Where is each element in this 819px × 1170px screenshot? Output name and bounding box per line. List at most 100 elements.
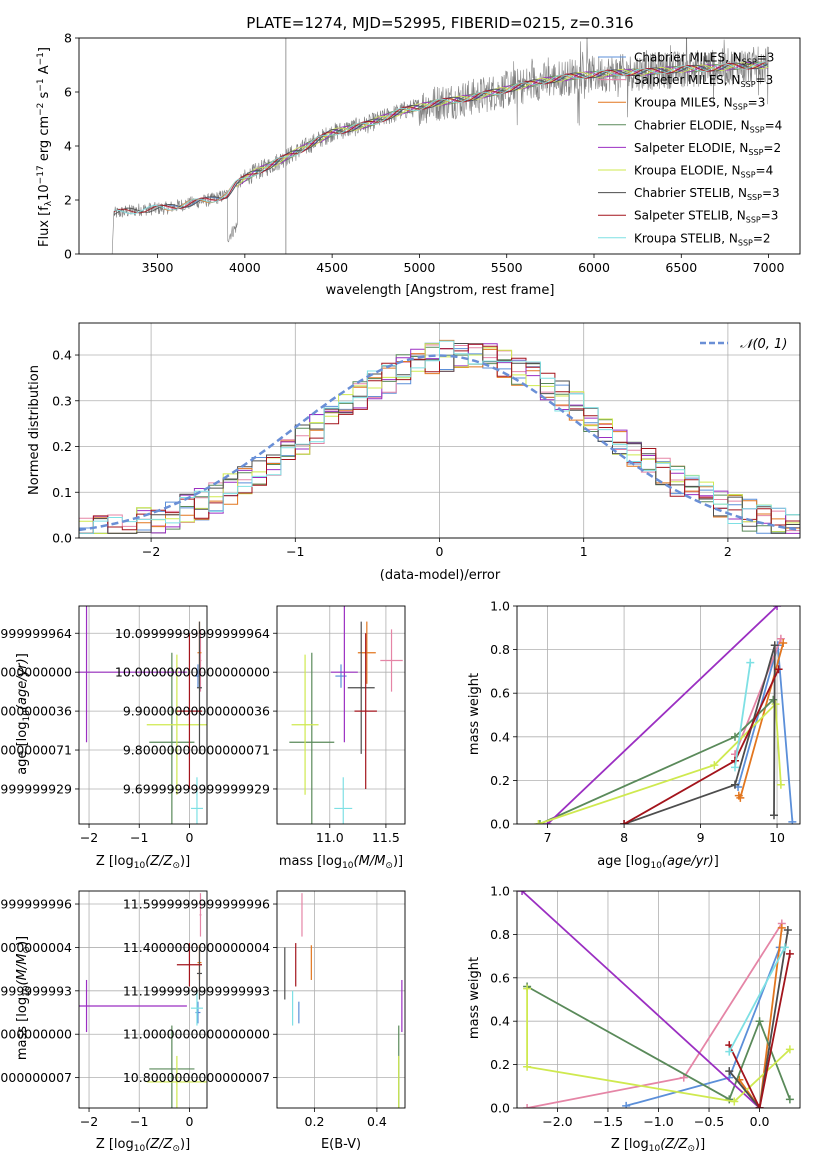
weight-line xyxy=(734,662,752,768)
y-tick-label: 0.3 xyxy=(52,393,72,408)
age-vs-metallicity-plot-area: −2 −1 0 9.69999999999999929 9.80000000000000… xyxy=(0,605,208,845)
y-tick-label: 10.00000000000000000 xyxy=(115,665,270,680)
plot-marks xyxy=(518,891,794,1108)
plot-marks xyxy=(534,606,797,824)
y-tick-label: 0.0 xyxy=(490,1101,510,1116)
weight-marker xyxy=(769,695,778,704)
y-tick-label: 0.0 xyxy=(490,817,510,832)
x-tick-label: 11.5 xyxy=(372,830,400,845)
weight-line xyxy=(734,638,782,755)
x-tick-label: 0 xyxy=(185,830,193,845)
weight-marker xyxy=(769,811,778,820)
legend-subscript: SSP xyxy=(750,125,765,134)
legend-label: Kroupa STELIB, NSSP=2 xyxy=(634,231,771,247)
weight-marker xyxy=(777,923,786,932)
axes-frame xyxy=(516,890,801,1109)
weight-marker xyxy=(746,658,755,667)
y-tick-label: 10.09999999999999964 xyxy=(0,626,72,641)
age-z-ylabel: age [log10(age/yr)] xyxy=(15,653,32,775)
x-tick-label: 4000 xyxy=(229,260,261,275)
y-tick-label: 10.09999999999999964 xyxy=(115,626,270,641)
weight-marker xyxy=(622,1101,631,1108)
histogram-xlabel: (data-model)/error xyxy=(380,568,501,583)
legend-subscript: SSP xyxy=(742,58,757,67)
histogram-step-line xyxy=(79,340,800,538)
y-tick-label: 0.4 xyxy=(490,1014,510,1029)
spectrum-title: PLATE=1274, MJD=52995, FIBERID=0215, z=0… xyxy=(246,14,633,32)
spectrum-model-line xyxy=(113,62,768,216)
legend-subscript: SSP xyxy=(733,103,748,112)
spectrum-xlabel: wavelength [Angstrom, rest frame] xyxy=(326,283,555,298)
legend-label: Salpeter STELIB, NSSP=3 xyxy=(634,209,778,225)
y-tick-label: 0.2 xyxy=(490,773,510,788)
weight-marker xyxy=(771,700,780,709)
weight-marker xyxy=(534,820,543,824)
age-mass-xlabel: mass [log10(M/M⊙)] xyxy=(279,854,403,871)
weight-marker xyxy=(736,793,745,802)
weight-line xyxy=(526,923,783,1108)
weight-marker xyxy=(780,943,789,952)
y-tick-label: 0.4 xyxy=(52,348,72,363)
x-tick-label: −2 xyxy=(142,544,160,559)
y-tick-label: 9.80000000000000071 xyxy=(0,743,72,758)
weight-marker xyxy=(730,763,739,772)
mass-ebv-xlabel: E(B-V) xyxy=(321,1137,361,1152)
legend-value: =3 xyxy=(756,73,774,87)
legend-value: =3 xyxy=(762,186,780,200)
legend-label: Salpeter MILES, NSSP=3 xyxy=(634,73,773,89)
legend-value: =2 xyxy=(763,141,781,155)
spectrum-model-line xyxy=(113,61,768,215)
y-tick-label: 0.8 xyxy=(490,642,510,657)
weight-marker xyxy=(785,1045,794,1054)
legend-label: Kroupa MILES, NSSP=3 xyxy=(634,96,765,112)
y-tick-label: 0.8 xyxy=(490,927,510,942)
y-tick-label: 0.2 xyxy=(52,439,72,454)
x-tick-label: −1 xyxy=(130,1114,148,1129)
legend-subscript: SSP xyxy=(747,193,762,202)
x-tick-label: 5000 xyxy=(404,260,436,275)
axes-frame xyxy=(276,890,406,1109)
x-tick-label: 0 xyxy=(436,544,444,559)
plot-marks xyxy=(79,606,207,824)
weight-marker xyxy=(710,761,719,770)
x-tick-label: −1 xyxy=(286,544,304,559)
normal-legend-label: 𝒩(0, 1) xyxy=(740,337,787,352)
legend-subscript: SSP xyxy=(746,216,761,225)
normal-curve xyxy=(79,354,800,532)
mass-z-xlabel: Z [log10(Z/Z⊙)] xyxy=(96,1137,190,1154)
legend-subscript: SSP xyxy=(741,80,756,89)
weight-marker xyxy=(523,1104,532,1108)
weight-line xyxy=(728,953,791,1108)
y-tick-label: 11.4000000000000004 xyxy=(123,940,270,955)
y-tick-label: 0.6 xyxy=(490,970,510,985)
weight-marker xyxy=(779,639,788,648)
y-tick-label: 10.8000000000000007 xyxy=(123,1070,270,1085)
histogram-plot-area: −2 −1 0 1 2 0.0 0.1 0.2 0.3 0.4 xyxy=(52,322,801,559)
legend-label: Chabrier MILES, NSSP=3 xyxy=(634,51,774,67)
weight-marker xyxy=(523,1062,532,1071)
y-tick-label: 1.0 xyxy=(490,599,510,614)
legend-label: Chabrier STELIB, NSSP=3 xyxy=(634,186,780,202)
y-tick-label: 9.90000000000000036 xyxy=(123,704,270,719)
y-tick-label: 0.6 xyxy=(490,686,510,701)
y-tick-label: 10.00000000000000000 xyxy=(0,665,72,680)
mass-vs-ebv-plot-area: 0.2 0.4 10.8000000000000007 11.000000000000… xyxy=(123,890,406,1129)
axes-frame xyxy=(78,890,208,1109)
x-tick-label: 3500 xyxy=(142,260,174,275)
weight-line xyxy=(526,988,791,1103)
weight-line xyxy=(728,929,789,1108)
weight-line xyxy=(623,644,776,824)
legend-label: Chabrier ELODIE, NSSP=4 xyxy=(634,118,782,134)
x-tick-label: 9 xyxy=(697,830,705,845)
legend-value: =4 xyxy=(765,118,783,132)
legend-value: =3 xyxy=(748,96,766,110)
legend-value: =3 xyxy=(761,209,779,223)
x-tick-label: 8 xyxy=(620,830,628,845)
y-tick-label: 2 xyxy=(64,193,72,208)
spectrum-model-line xyxy=(235,62,769,188)
weight-marker xyxy=(755,1017,764,1026)
weight-marker xyxy=(783,926,792,935)
weight-marker xyxy=(730,732,739,741)
weight-marker xyxy=(785,1095,794,1104)
weight-line xyxy=(728,946,786,1053)
